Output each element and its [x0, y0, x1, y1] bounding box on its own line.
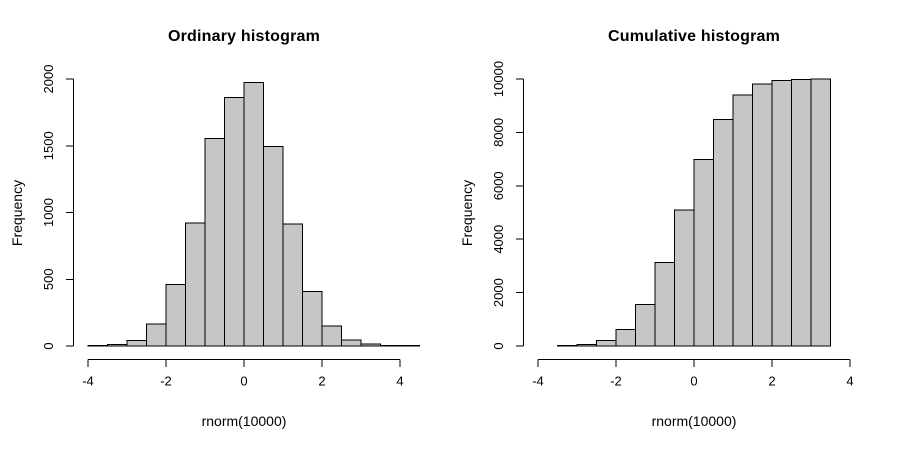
x-tick-label: 4: [846, 374, 853, 389]
histogram-bar: [596, 340, 617, 347]
x-tick-label: 2: [318, 374, 325, 389]
chart-title: Cumulative histogram: [607, 28, 781, 45]
histogram-bar: [302, 290, 323, 347]
y-tick-label: 0: [41, 342, 56, 349]
y-tick-label: 500: [41, 268, 56, 290]
histogram-bar: [635, 303, 656, 347]
x-axis-label: rnorm(10000): [201, 413, 287, 429]
histogram-bar: [732, 94, 753, 347]
cumulative-histogram-panel: Cumulative histogram Frequency rnorm(100…: [450, 0, 900, 450]
x-tick-label: 4: [396, 374, 403, 389]
histogram-bar: [341, 339, 362, 347]
histogram-bar: [674, 209, 695, 347]
histogram-bar: [87, 344, 108, 347]
histogram-bar: [126, 340, 147, 347]
histogram-bar: [224, 97, 245, 347]
y-tick-label: 8000: [491, 118, 506, 147]
histogram-bar: [380, 344, 401, 347]
histogram-bar: [557, 344, 578, 347]
histogram-bar: [791, 78, 812, 347]
histogram-bar: [282, 223, 303, 347]
histogram-bar: [752, 83, 773, 347]
y-tick-label: 2000: [491, 278, 506, 307]
histogram-bar: [771, 79, 792, 347]
histogram-bar: [576, 344, 597, 347]
y-tick-label: 10000: [491, 61, 506, 97]
histogram-bar: [713, 119, 734, 347]
x-tick-label: 0: [240, 374, 247, 389]
y-tick-label: 0: [491, 342, 506, 349]
histogram-bar: [185, 222, 206, 347]
y-tick-label: 1500: [41, 131, 56, 160]
y-tick-label: 1000: [41, 198, 56, 227]
x-tick-label: -2: [610, 374, 622, 389]
y-tick-label: 6000: [491, 171, 506, 200]
histogram-bar: [263, 145, 284, 347]
y-tick-label: 2000: [41, 65, 56, 94]
histogram-bar: [146, 323, 167, 347]
ordinary-histogram-panel: Ordinary histogram Frequency rnorm(10000…: [9, 28, 420, 429]
plot-area-ordinary: -4 -2 0 2 4 0 500 1000 1500 2000: [41, 65, 420, 389]
histogram-bar: [321, 325, 342, 347]
chart-title: Ordinary histogram: [167, 28, 321, 45]
x-axis-label: rnorm(10000): [651, 413, 737, 429]
histogram-bar: [107, 344, 128, 347]
histogram-bar: [615, 328, 636, 347]
x-tick-label: 2: [768, 374, 775, 389]
x-tick-label: -2: [160, 374, 172, 389]
histogram-bar: [810, 78, 831, 347]
x-tick-label: -4: [82, 374, 94, 389]
histogram-bar: [693, 159, 714, 347]
histogram-bar: [204, 137, 225, 347]
histogram-bar: [165, 284, 186, 347]
plot-area-cumulative: -4 -2 0 2 4 0 2000 4000 6000 8000 10000: [491, 61, 854, 389]
histogram-bar: [360, 343, 381, 347]
x-tick-label: 0: [690, 374, 697, 389]
histogram-bar: [243, 81, 264, 347]
x-tick-label: -4: [532, 374, 544, 389]
y-tick-label: 4000: [491, 225, 506, 254]
histogram-bar: [654, 261, 675, 347]
